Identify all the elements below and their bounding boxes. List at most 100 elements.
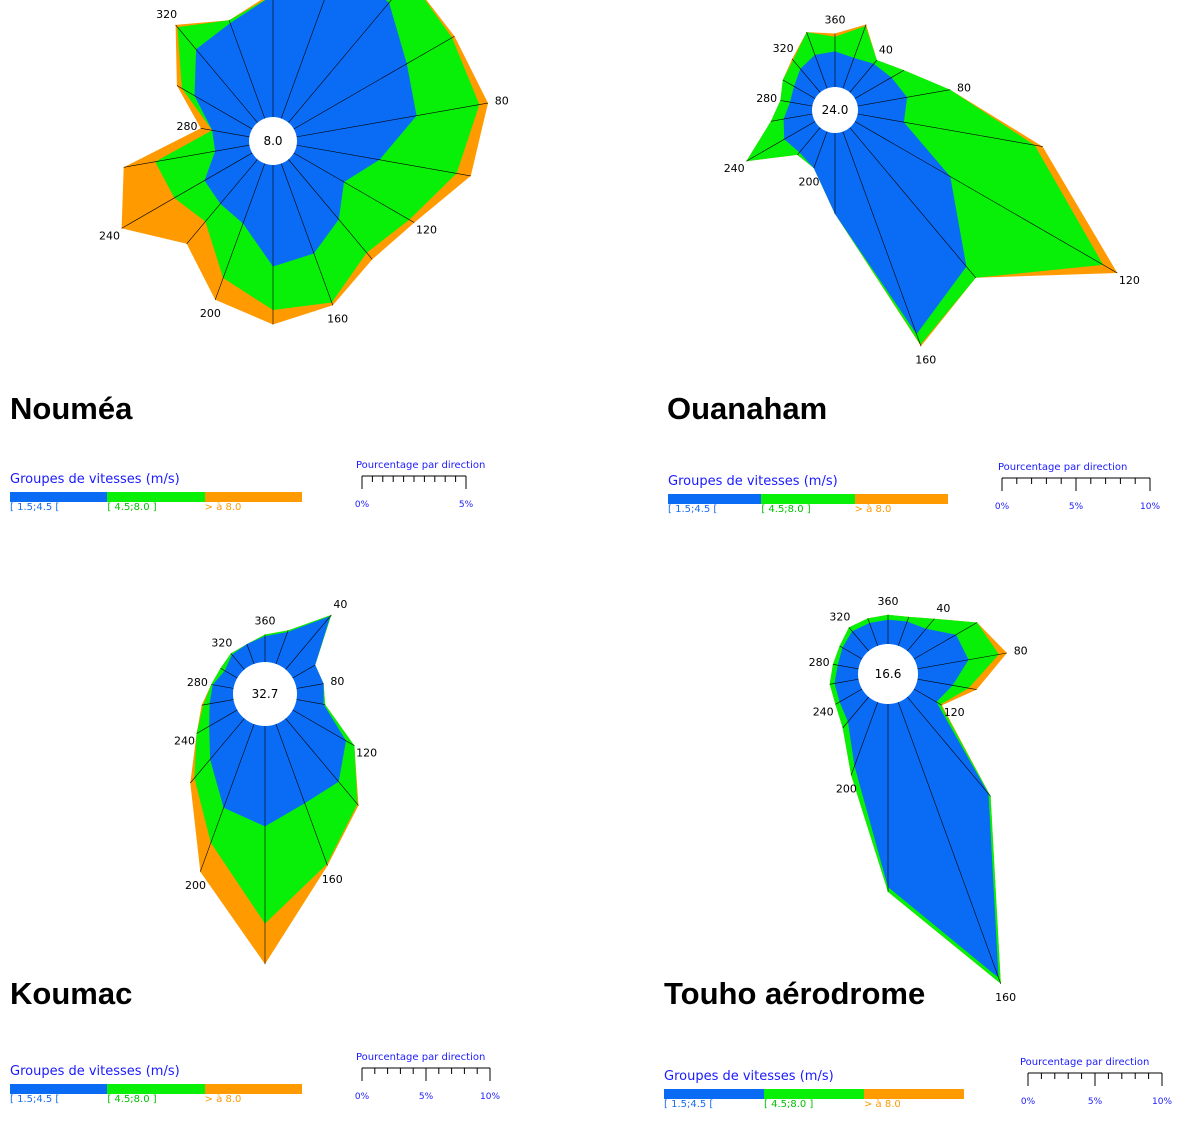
calm-percent-label: 8.0 <box>263 134 282 148</box>
legend-label: [ 4.5;8.0 ] <box>761 504 811 515</box>
legend-label: [ 1.5;4.5 [ <box>10 502 60 513</box>
legend: Groupes de vitesses (m/s) [ 1.5;4.5 [ [ 4.… <box>588 1057 1176 1127</box>
windrose-panel: 16.6 360 40 80 120 160 200 240 280 320 Touho aéro… <box>588 555 1176 1110</box>
direction-label: 200 <box>836 782 857 795</box>
windrose-panel: 24.0 360 40 80 120 160 200 240 280 320 Ouanaham G… <box>588 0 1176 555</box>
series-1-area <box>194 0 417 267</box>
direction-label: 280 <box>177 120 198 133</box>
spoke-line <box>834 109 1118 274</box>
legend-swatch <box>864 1089 964 1099</box>
legend: Groupes de vitesses (m/s) [ 1.5;4.5 [[ 4.… <box>588 462 1176 532</box>
direction-label: 240 <box>813 705 834 718</box>
calm-percent-label: 24.0 <box>822 103 849 117</box>
legend-label: > à 8.0 <box>204 1094 242 1105</box>
legend-swatch <box>204 492 302 502</box>
legend-swatch <box>764 1089 864 1099</box>
direction-label: 200 <box>185 879 206 892</box>
spoke-line <box>121 140 274 229</box>
direction-label: 80 <box>330 675 344 688</box>
legend: Groupes de vitesses (m/s) [ 1.5;4.5 [[ 4.… <box>0 1052 588 1122</box>
scale-bar <box>1027 1072 1163 1086</box>
direction-label: 360 <box>825 14 846 27</box>
direction-label: 360 <box>878 595 899 608</box>
scale-label: 0% <box>994 502 1010 512</box>
direction-label: 240 <box>724 162 745 175</box>
direction-label: 320 <box>773 42 794 55</box>
direction-label: 120 <box>416 224 437 237</box>
spoke-line <box>272 140 415 223</box>
scale-label: 5% <box>458 500 474 510</box>
legend-label: [ 1.5;4.5 [ <box>664 1099 714 1110</box>
scale-bar <box>361 1067 491 1081</box>
legend-label: > à 8.0 <box>864 1099 901 1110</box>
direction-label: 360 <box>255 615 276 628</box>
windrose-chart: 32.7 360 40 80 120 160 200 240 280 320 <box>174 598 377 965</box>
spoke-line <box>272 102 489 142</box>
scale-title: Pourcentage par direction <box>356 1052 486 1063</box>
spoke-line <box>272 0 392 142</box>
calm-circle <box>249 117 297 165</box>
direction-label: 80 <box>1014 645 1028 658</box>
legend-label: [ 4.5;8.0 ] <box>107 1094 157 1105</box>
scale-label: 10% <box>1139 502 1161 512</box>
legend-swatch <box>204 1084 302 1094</box>
spoke-line <box>272 35 455 142</box>
direction-label: 280 <box>756 92 777 105</box>
scale-label: 10% <box>479 1092 501 1102</box>
calm-circle <box>858 644 918 704</box>
direction-label: 160 <box>915 353 936 366</box>
direction-label: 200 <box>200 307 221 320</box>
legend-label: [ 4.5;8.0 ] <box>764 1099 814 1110</box>
legend-swatch <box>107 492 205 502</box>
legend-title: Groupes de vitesses (m/s) <box>668 474 838 489</box>
legend-title: Groupes de vitesses (m/s) <box>10 472 180 487</box>
scale-label: 0% <box>1020 1097 1036 1107</box>
station-name: Ouanaham <box>667 391 828 426</box>
legend-swatch <box>854 494 948 504</box>
legend-swatch <box>668 494 762 504</box>
direction-label: 160 <box>327 312 348 325</box>
station-name: Touho aérodrome <box>664 976 926 1011</box>
direction-label: 240 <box>174 735 195 748</box>
direction-label: 120 <box>1119 274 1140 287</box>
spoke-line <box>834 109 977 278</box>
spoke-line <box>214 140 274 300</box>
legend-label: > à 8.0 <box>854 504 892 515</box>
legend-swatch <box>10 492 108 502</box>
calm-circle <box>812 87 858 133</box>
direction-label: 80 <box>957 81 971 94</box>
legend-title: Groupes de vitesses (m/s) <box>664 1069 834 1084</box>
spoke-line <box>834 109 922 347</box>
direction-label: 280 <box>809 656 830 669</box>
legend-swatch <box>761 494 855 504</box>
scale-label: 5% <box>418 1092 434 1102</box>
calm-percent-label: 16.6 <box>875 667 902 681</box>
direction-label: 160 <box>995 991 1016 1004</box>
spoke-line <box>272 0 325 142</box>
legend-swatch <box>10 1084 108 1094</box>
windrose-chart: 24.0 360 40 80 120 160 200 240 280 320 <box>724 14 1140 367</box>
windrose-panel: 32.7 360 40 80 120 160 200 240 280 320 Koumac Gro… <box>0 555 588 1110</box>
station-name: Koumac <box>10 976 133 1011</box>
spoke-line <box>834 109 1043 147</box>
legend-swatch <box>107 1084 205 1094</box>
direction-label: 320 <box>156 8 177 21</box>
scale-label: 5% <box>1087 1097 1103 1107</box>
windrose-chart: 16.6 360 40 80 120 160 200 240 280 320 <box>809 595 1028 1004</box>
legend-swatch <box>664 1089 764 1099</box>
direction-label: 40 <box>333 598 347 611</box>
spoke-line <box>887 673 1002 984</box>
direction-label: 320 <box>211 637 232 650</box>
scale-label: 0% <box>354 1092 370 1102</box>
direction-label: 40 <box>879 43 893 56</box>
scale-title: Pourcentage par direction <box>998 462 1128 473</box>
direction-label: 40 <box>936 602 950 615</box>
scale-bar <box>1001 477 1151 491</box>
legend: Groupes de vitesses (m/s) [ 1.5;4.5 [[ 4.… <box>0 460 588 530</box>
legend-title: Groupes de vitesses (m/s) <box>10 1064 180 1079</box>
series-1-area <box>834 619 999 978</box>
legend-label: > à 8.0 <box>204 502 242 513</box>
spoke-line <box>123 140 274 168</box>
